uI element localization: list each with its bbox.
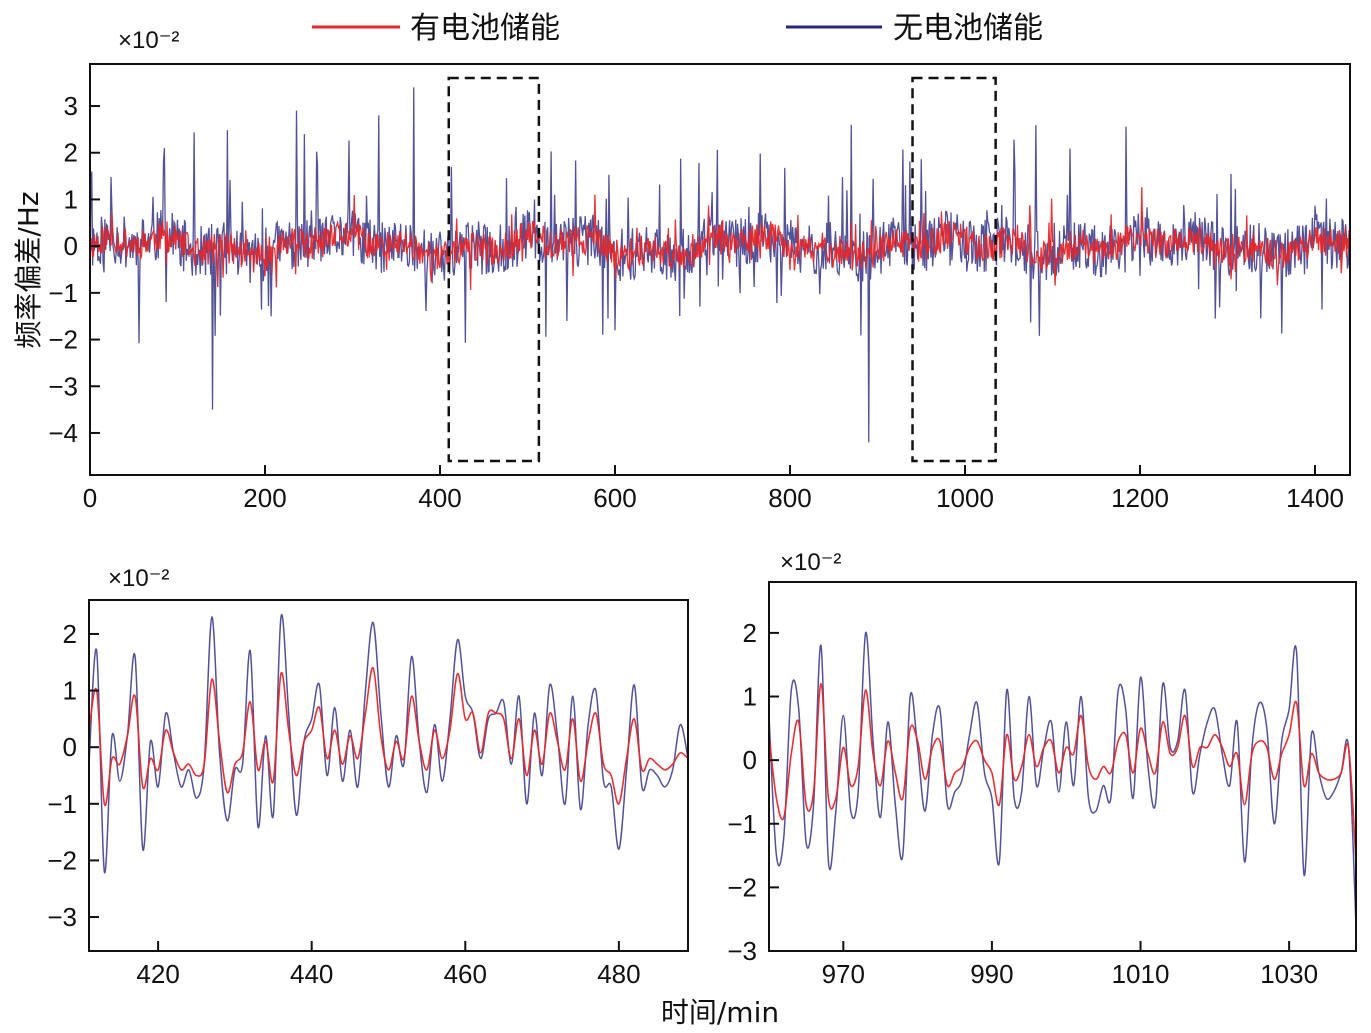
zoom-chart-left: 420 440 460 480 2 1 0 −1 −2 −3 ×10⁻² <box>47 565 689 989</box>
y-scale-label-zoom2: ×10⁻² <box>780 549 841 576</box>
plot-frame-main <box>89 63 1351 476</box>
x-tick-label: 990 <box>970 959 1013 989</box>
y-tick-label: −3 <box>48 371 78 401</box>
y-tick-label: −1 <box>727 809 757 839</box>
plot-frame-zoom1 <box>88 599 689 952</box>
y-scale-label-zoom1: ×10⁻² <box>108 565 169 592</box>
x-tick-label: 400 <box>418 483 461 513</box>
y-tick-label: −3 <box>47 902 77 932</box>
series-without-battery-zoom1 <box>89 613 688 874</box>
x-tick-label: 1000 <box>936 483 994 513</box>
y-scale-label-main: ×10⁻² <box>118 27 179 54</box>
y-tick-label: 1 <box>63 676 77 706</box>
y-axis-label: 频率偏差/Hz <box>12 191 45 348</box>
series-with-battery-main <box>90 187 1350 290</box>
x-tick-label: 1030 <box>1260 959 1318 989</box>
x-tick-label: 1010 <box>1112 959 1170 989</box>
x-tick-label: 970 <box>822 959 865 989</box>
y-tick-label: −1 <box>48 278 78 308</box>
series-with-battery-zoom2 <box>769 682 1356 862</box>
y-tick-label: −4 <box>48 418 78 448</box>
y-tick-label: −2 <box>47 845 77 875</box>
y-tick-label: −3 <box>727 936 757 966</box>
x-tick-label: 1200 <box>1111 483 1169 513</box>
x-tick-label: 480 <box>597 959 640 989</box>
x-tick-label: 600 <box>593 483 636 513</box>
zoom-chart-right: 970 990 1010 1030 2 1 0 −1 −2 −3 ×10⁻² <box>727 549 1357 989</box>
plot-frame-zoom2 <box>768 581 1357 952</box>
y-tick-label: −2 <box>727 872 757 902</box>
x-tick-label: 800 <box>768 483 811 513</box>
y-tick-label: 3 <box>64 91 78 121</box>
y-tick-label: 0 <box>743 745 757 775</box>
y-tick-label: 2 <box>743 618 757 648</box>
x-tick-label: 200 <box>243 483 286 513</box>
x-axis-label: 时间/min <box>661 996 779 1029</box>
y-tick-label: 2 <box>64 138 78 168</box>
main-chart: 0 200 400 600 800 1000 1200 1400 3 2 1 0 −1 −2 −3 −4 ×10… <box>12 27 1351 513</box>
legend: 有电池储能 无电池储能 <box>312 11 1043 46</box>
legend-label-without-battery: 无电池储能 <box>893 11 1043 46</box>
x-tick-label: 440 <box>290 959 333 989</box>
legend-label-with-battery: 有电池储能 <box>410 11 560 46</box>
series-without-battery-zoom2 <box>769 631 1356 926</box>
series-with-battery-zoom1 <box>89 667 688 807</box>
zoom-box-2 <box>911 76 997 463</box>
x-tick-label: 0 <box>83 483 97 513</box>
zoom-box-1 <box>447 76 541 463</box>
y-tick-label: 0 <box>64 231 78 261</box>
y-tick-label: 1 <box>743 682 757 712</box>
y-tick-label: −1 <box>47 789 77 819</box>
series-without-battery-main <box>90 87 1350 443</box>
x-tick-label: 1400 <box>1286 483 1344 513</box>
x-tick-label: 420 <box>136 959 179 989</box>
x-tick-label: 460 <box>444 959 487 989</box>
y-tick-label: 1 <box>64 184 78 214</box>
y-tick-label: 2 <box>63 619 77 649</box>
y-tick-label: 0 <box>63 732 77 762</box>
y-tick-label: −2 <box>48 325 78 355</box>
